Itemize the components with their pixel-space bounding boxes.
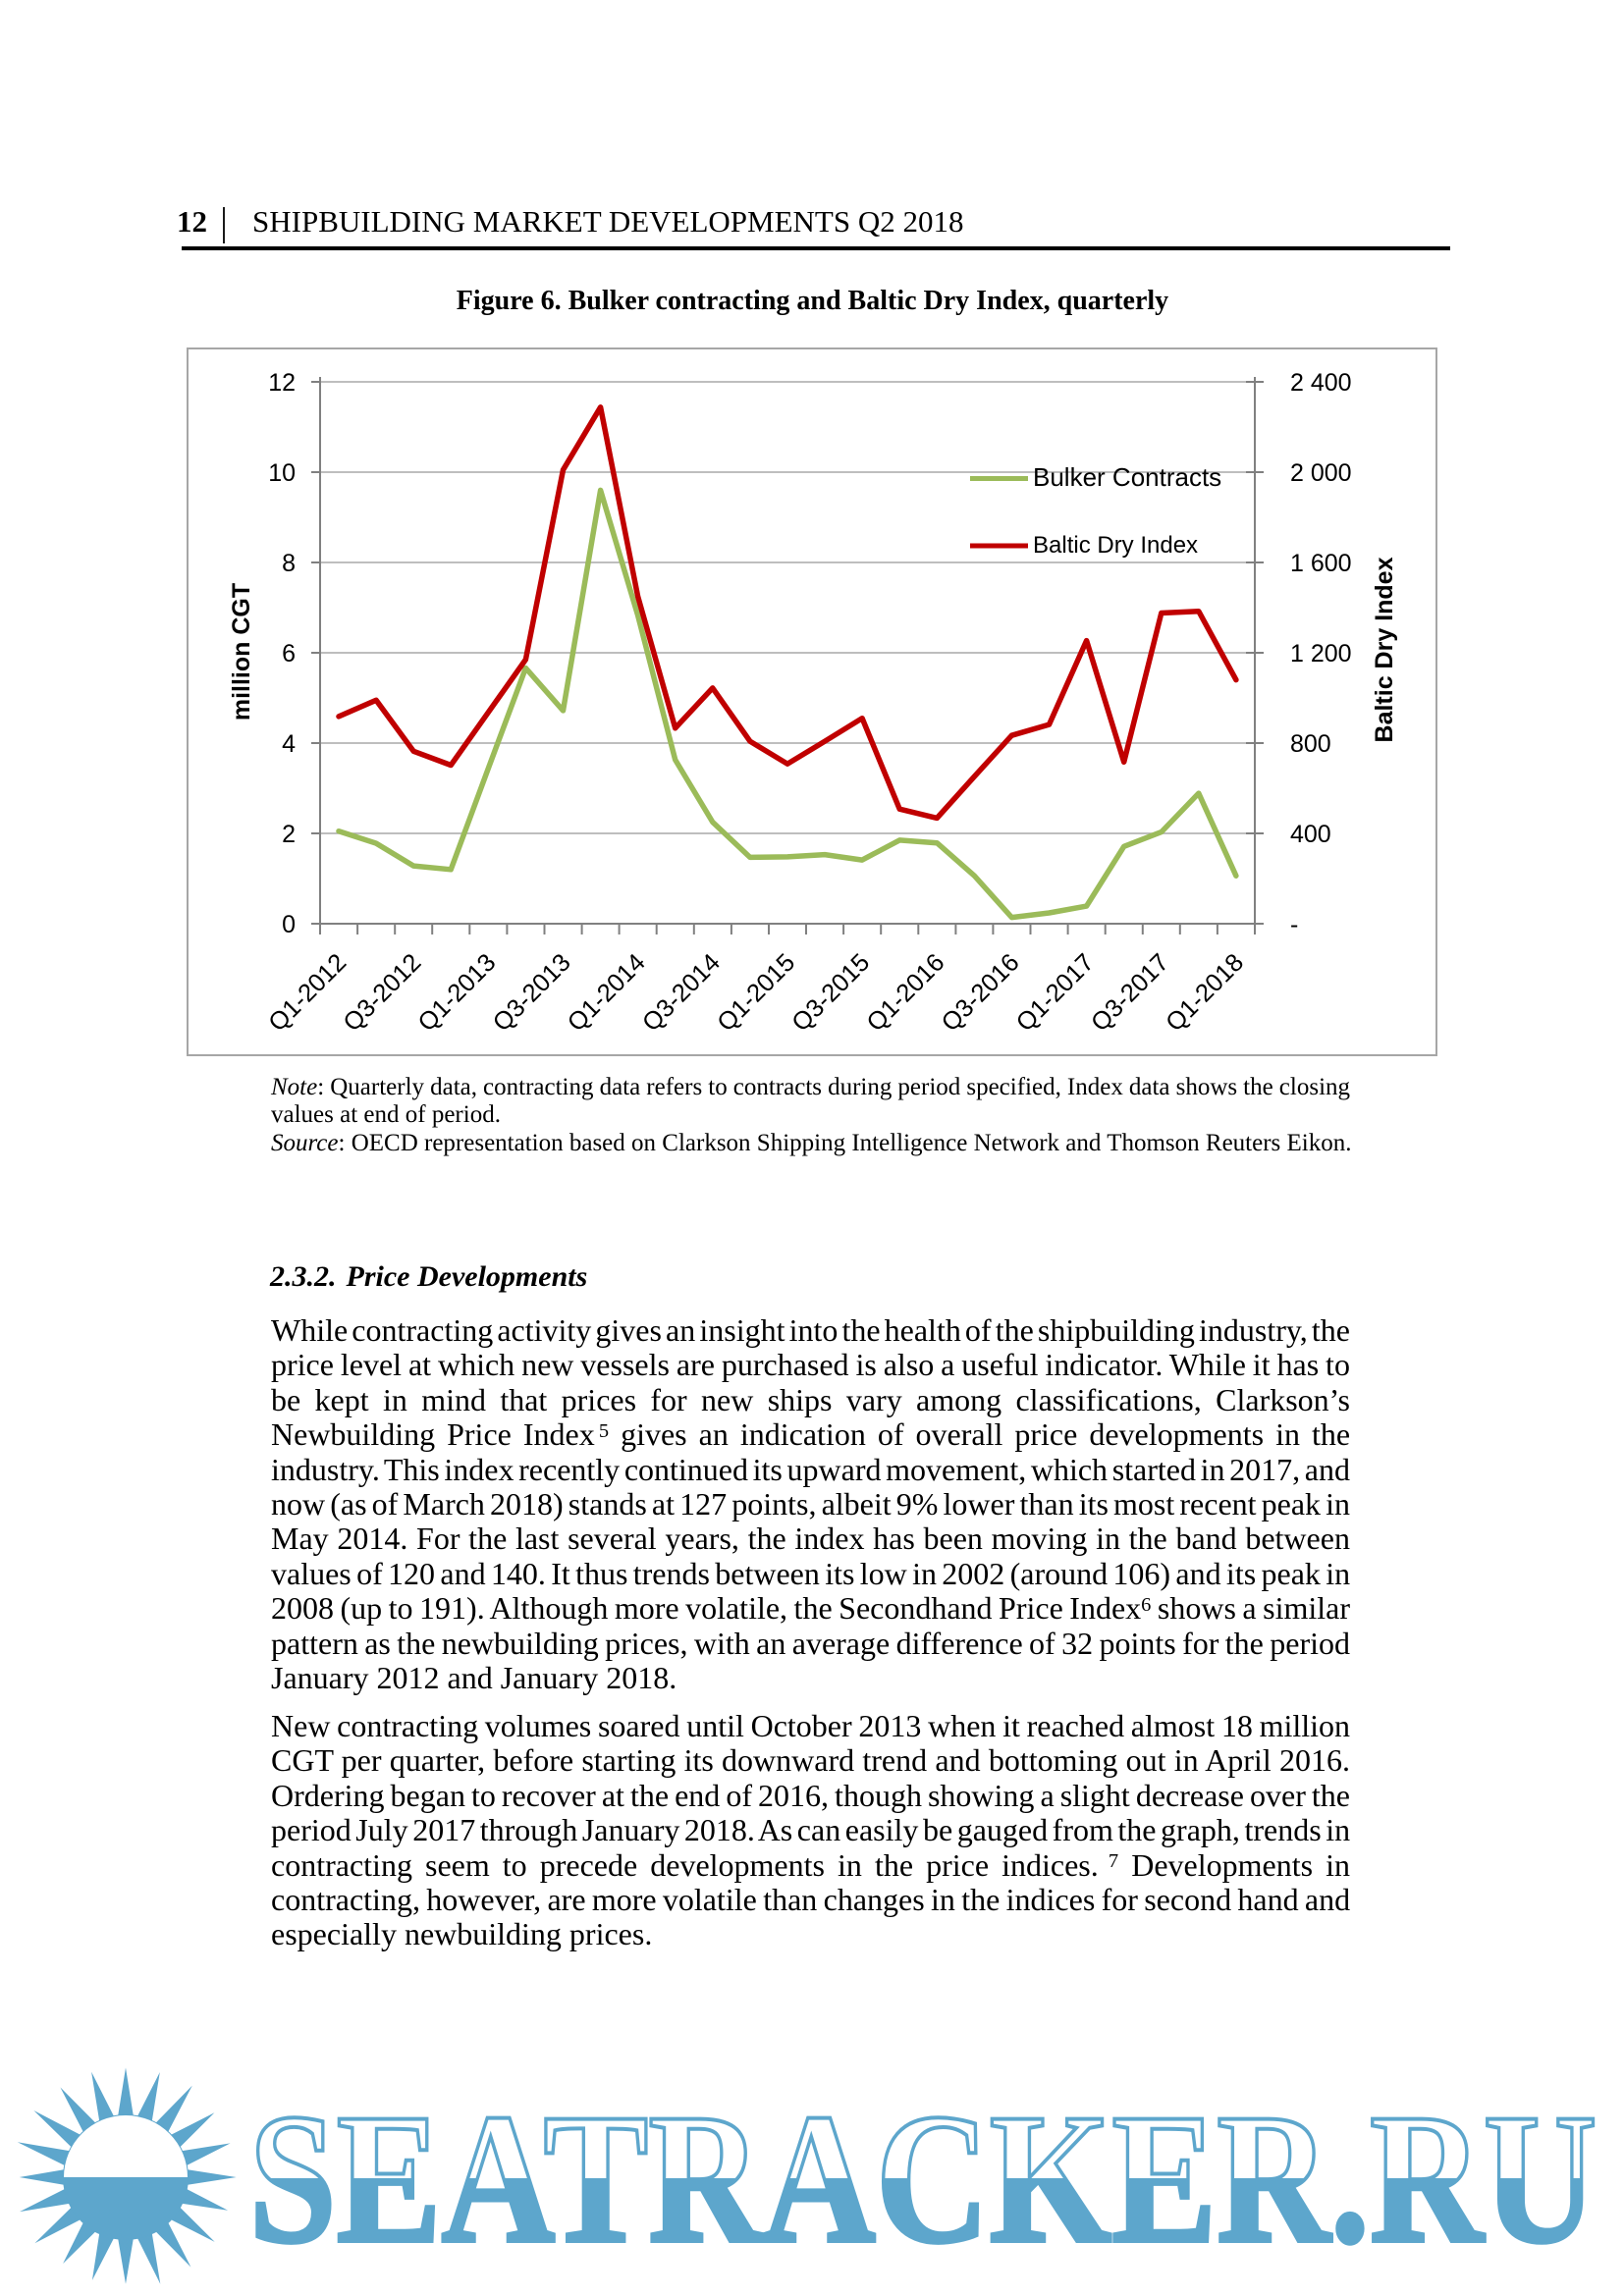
svg-text:2 400: 2 400: [1290, 369, 1352, 397]
svg-text:12: 12: [268, 369, 296, 397]
svg-text:Baltic Dry Index: Baltic Dry Index: [1033, 532, 1198, 559]
svg-text:2: 2: [282, 821, 296, 848]
svg-text:million CGT: million CGT: [228, 583, 255, 721]
svg-text:1 600: 1 600: [1290, 550, 1352, 577]
svg-text:6: 6: [282, 640, 296, 667]
svg-text:1 200: 1 200: [1290, 640, 1352, 667]
svg-text:Baltic Dry Index: Baltic Dry Index: [1371, 557, 1398, 742]
svg-text:8: 8: [282, 550, 296, 577]
svg-text:SEATRACKER.RU: SEATRACKER.RU: [249, 2076, 1597, 2282]
svg-text:4: 4: [282, 730, 296, 758]
svg-text:800: 800: [1290, 730, 1331, 758]
svg-text:-: -: [1290, 911, 1298, 938]
svg-text:400: 400: [1290, 821, 1331, 848]
svg-text:2 000: 2 000: [1290, 459, 1352, 487]
svg-text:SEATRACKER.RU: SEATRACKER.RU: [249, 2076, 1597, 2282]
svg-text:10: 10: [268, 459, 296, 487]
svg-text:Bulker Contracts: Bulker Contracts: [1033, 462, 1221, 492]
svg-text:0: 0: [282, 911, 296, 938]
